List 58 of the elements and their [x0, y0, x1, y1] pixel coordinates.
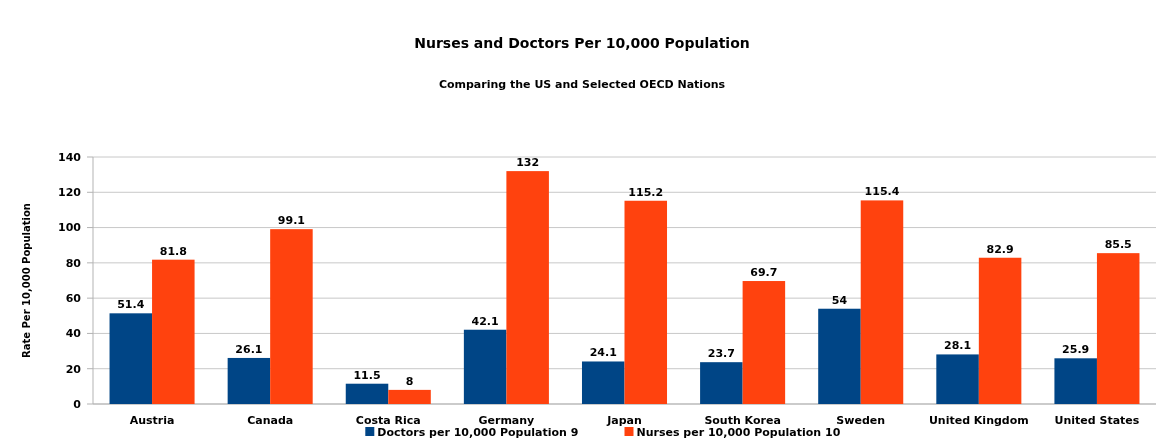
data-label: 99.1 — [277, 214, 305, 228]
bar — [700, 362, 743, 404]
data-label: 132 — [516, 156, 540, 170]
x-tick-label: Canada — [247, 414, 294, 427]
legend-label: Doctors per 10,000 Population 9 — [377, 426, 579, 439]
bar — [109, 313, 153, 404]
x-tick-label: Germany — [478, 414, 535, 427]
bar — [624, 200, 668, 404]
y-axis-title: Rate Per 10,000 Population — [21, 203, 32, 358]
bar — [345, 383, 389, 404]
bar — [152, 259, 195, 404]
data-label: 115.2 — [628, 185, 664, 199]
bar — [581, 361, 625, 404]
bar — [978, 257, 1022, 404]
data-label: 115.4 — [864, 185, 900, 199]
bar — [818, 308, 861, 404]
bar — [270, 229, 313, 404]
data-label: 42.1 — [471, 314, 499, 328]
bar — [1096, 253, 1140, 404]
data-label: 54 — [831, 293, 848, 307]
data-label: 69.7 — [750, 266, 778, 280]
x-tick-label: Japan — [606, 414, 642, 427]
data-label: 81.8 — [159, 244, 187, 258]
y-tick-label: 20 — [65, 362, 82, 376]
bar — [463, 329, 507, 404]
data-label: 26.1 — [235, 342, 263, 356]
data-label: 28.1 — [944, 339, 972, 353]
x-tick-label: United Kingdom — [928, 414, 1029, 427]
chart-title: Nurses and Doctors Per 10,000 Population — [414, 35, 750, 51]
y-tick-label: 100 — [58, 221, 82, 235]
data-label: 25.9 — [1062, 343, 1090, 357]
bar — [1054, 358, 1097, 404]
y-tick-label: 0 — [73, 397, 82, 411]
bar — [742, 281, 786, 404]
legend-label: Nurses per 10,000 Population 10 — [636, 426, 841, 439]
data-label: 51.4 — [117, 298, 145, 312]
data-label: 8 — [405, 374, 414, 388]
y-tick-label: 60 — [65, 291, 82, 305]
y-tick-label: 120 — [58, 186, 82, 200]
x-tick-label: Sweden — [836, 414, 886, 427]
data-label: 23.7 — [707, 347, 735, 361]
y-tick-label: 80 — [65, 256, 82, 270]
data-label: 85.5 — [1104, 238, 1132, 252]
data-label: 11.5 — [353, 368, 381, 382]
y-tick-label: 140 — [58, 150, 82, 164]
bar — [388, 389, 431, 404]
data-label: 82.9 — [986, 242, 1014, 256]
x-tick-label: Austria — [129, 414, 175, 427]
y-tick-label: 40 — [65, 327, 82, 341]
data-label: 24.1 — [589, 346, 617, 360]
bar — [936, 354, 979, 404]
chart-subtitle: Comparing the US and Selected OECD Nations — [438, 78, 726, 91]
x-tick-label: South Korea — [704, 414, 781, 427]
bar — [860, 200, 904, 404]
x-tick-label: United States — [1054, 414, 1140, 427]
bar — [506, 171, 549, 404]
x-tick-label: Costa Rica — [355, 414, 421, 427]
bar — [227, 357, 271, 404]
